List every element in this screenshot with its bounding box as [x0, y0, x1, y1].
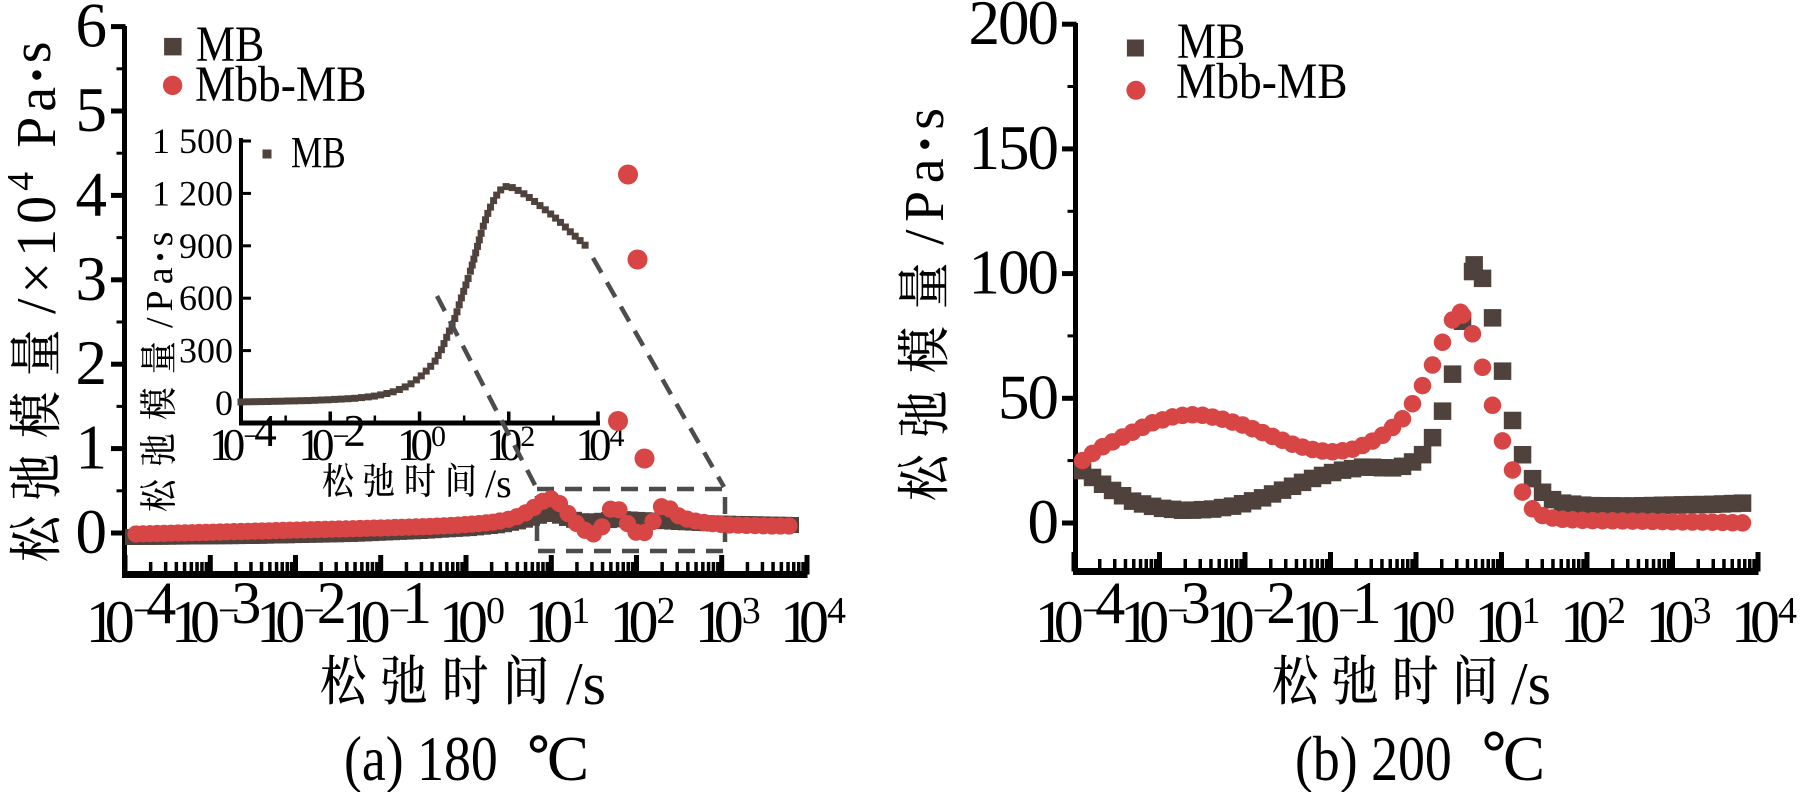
svg-text:150: 150 — [969, 113, 1058, 183]
svg-text:0: 0 — [76, 497, 108, 567]
svg-text:/s: /s — [485, 461, 512, 506]
svg-text:102: 102 — [1560, 589, 1626, 655]
svg-text:900: 900 — [179, 226, 233, 266]
svg-text:4: 4 — [76, 159, 108, 229]
svg-text:101: 101 — [524, 589, 590, 655]
svg-text:0: 0 — [215, 383, 233, 423]
svg-text:100: 100 — [439, 589, 505, 655]
svg-text:6: 6 — [76, 0, 108, 61]
svg-text:1 500: 1 500 — [152, 121, 233, 161]
svg-text:/×104 Pa•s: /×104 Pa•s — [0, 36, 68, 314]
svg-text:50: 50 — [998, 362, 1058, 432]
svg-text:MB: MB — [291, 127, 346, 177]
svg-text:101: 101 — [1475, 589, 1541, 655]
svg-text:104: 104 — [780, 589, 846, 655]
svg-text:10−1: 10−1 — [1291, 570, 1381, 655]
svg-text:/Pa•s: /Pa•s — [139, 226, 181, 328]
svg-text:/Pa•s: /Pa•s — [894, 100, 956, 245]
svg-text:10−2: 10−2 — [256, 570, 346, 655]
svg-text:2: 2 — [76, 328, 108, 398]
svg-text:MB: MB — [196, 17, 264, 73]
svg-text:(b) 200: (b) 200 — [1295, 723, 1452, 792]
svg-text:100: 100 — [397, 420, 446, 470]
svg-text:/s: /s — [1511, 651, 1551, 717]
svg-text:Mbb-MB: Mbb-MB — [195, 57, 366, 113]
svg-text:600: 600 — [179, 278, 233, 318]
svg-text:103: 103 — [695, 589, 761, 655]
svg-text:Mbb-MB: Mbb-MB — [1176, 54, 1347, 110]
svg-text:/s: /s — [566, 651, 606, 717]
svg-text:10−3: 10−3 — [1120, 570, 1210, 655]
svg-text:10−2: 10−2 — [1206, 570, 1296, 655]
svg-text:300: 300 — [179, 331, 233, 371]
svg-text:10−4: 10−4 — [1035, 570, 1125, 655]
svg-text:0: 0 — [1028, 487, 1058, 557]
svg-text:100: 100 — [1389, 589, 1455, 655]
svg-text:1: 1 — [76, 413, 108, 483]
svg-text:1 200: 1 200 — [152, 173, 233, 213]
svg-text:C: C — [1503, 724, 1545, 792]
svg-text:102: 102 — [610, 589, 676, 655]
svg-text:10−1: 10−1 — [342, 570, 432, 655]
svg-text:(a) 180: (a) 180 — [344, 723, 498, 792]
svg-text:10−3: 10−3 — [171, 570, 261, 655]
svg-text:100: 100 — [969, 238, 1058, 308]
svg-text:10−2: 10−2 — [298, 406, 365, 470]
svg-text:200: 200 — [969, 0, 1058, 58]
svg-text:3: 3 — [76, 244, 108, 314]
svg-text:103: 103 — [1646, 589, 1712, 655]
svg-text:104: 104 — [1731, 589, 1797, 655]
svg-text:C: C — [547, 724, 589, 792]
svg-text:10−4: 10−4 — [86, 570, 176, 655]
svg-text:5: 5 — [76, 75, 108, 145]
svg-text:MB: MB — [1177, 14, 1245, 70]
